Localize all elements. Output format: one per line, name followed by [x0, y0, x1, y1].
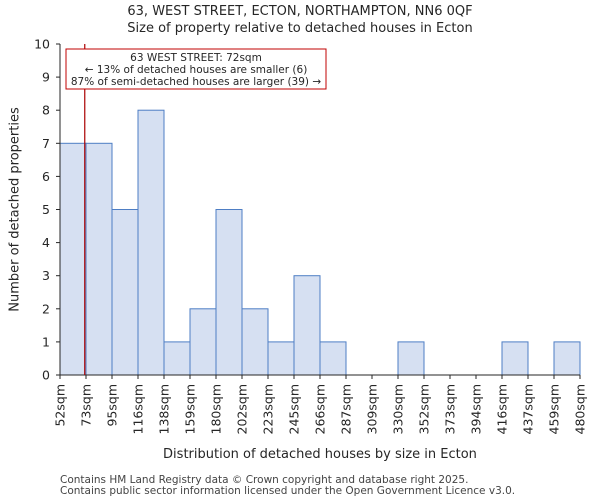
x-tick-label: 330sqm	[391, 384, 406, 434]
histogram-bar	[397, 341, 425, 376]
chart-title-subtitle: Size of property relative to detached ho…	[127, 21, 473, 36]
x-tick-label: 287sqm	[339, 384, 354, 434]
x-tick-label: 202sqm	[235, 384, 250, 434]
annotation-border	[65, 48, 327, 90]
x-tick-label: 116sqm	[131, 384, 146, 434]
x-tick-label: 309sqm	[365, 384, 380, 434]
footer-attribution-1: Contains HM Land Registry data © Crown c…	[60, 474, 469, 486]
bars-group	[59, 109, 581, 376]
x-tick-label: 95sqm	[105, 384, 120, 427]
y-tick-label: 4	[42, 235, 50, 250]
y-tick-label: 9	[42, 70, 50, 85]
x-tick-label: 159sqm	[183, 384, 198, 434]
y-tick-label: 8	[42, 103, 50, 118]
y-axis-title: Number of detached properties	[8, 107, 23, 312]
histogram-bar	[267, 341, 295, 376]
ticks-group: 0 1 2 3 4 5 6 7 8 9 10 52sqm 73sqm 95sqm 116sqm 138sqm 1…	[34, 37, 587, 435]
histogram-bar	[59, 142, 87, 376]
histogram-bar	[241, 308, 269, 376]
x-tick-label: 223sqm	[261, 384, 276, 434]
footer-attribution-2: Contains public sector information licen…	[60, 485, 516, 497]
x-axis-title: Distribution of detached houses by size …	[163, 447, 477, 462]
histogram-bar	[293, 275, 321, 376]
x-tick-label: 480sqm	[573, 384, 588, 434]
histogram-bar	[189, 308, 217, 376]
chart-title-address: 63, WEST STREET, ECTON, NORTHAMPTON, NN6…	[127, 4, 473, 19]
histogram-bar	[137, 109, 165, 376]
y-tick-label: 6	[42, 169, 50, 184]
x-tick-label: 180sqm	[209, 384, 224, 434]
annotation-box: 63 WEST STREET: 72sqm ← 13% of detached …	[65, 48, 327, 90]
x-tick-label: 373sqm	[443, 384, 458, 434]
x-tick-label: 266sqm	[313, 384, 328, 434]
histogram-bar	[319, 341, 347, 376]
y-tick-label: 0	[42, 368, 50, 383]
x-tick-label: 459sqm	[547, 384, 562, 434]
y-tick-label: 3	[42, 268, 50, 283]
y-tick-label: 5	[42, 202, 50, 217]
y-tick-label: 7	[42, 136, 50, 151]
annotation-line-3: 87% of semi-detached houses are larger (…	[71, 76, 322, 88]
histogram-bar	[215, 209, 243, 376]
histogram-bar	[163, 341, 191, 376]
histogram-bar	[553, 341, 581, 376]
y-tick-label: 2	[42, 301, 50, 316]
histogram-bar	[85, 142, 113, 376]
x-tick-label: 437sqm	[521, 384, 536, 434]
x-tick-label: 416sqm	[495, 384, 510, 434]
x-tick-label: 245sqm	[287, 384, 302, 434]
y-tick-label: 1	[42, 334, 50, 349]
x-tick-label: 52sqm	[53, 384, 68, 427]
annotation-line-1: 63 WEST STREET: 72sqm	[130, 52, 262, 64]
x-tick-label: 394sqm	[469, 384, 484, 434]
histogram-bar	[111, 209, 139, 376]
annotation-line-2: ← 13% of detached houses are smaller (6)	[85, 64, 308, 76]
x-tick-label: 73sqm	[79, 384, 94, 427]
y-tick-label: 10	[34, 37, 50, 52]
histogram-bar	[501, 341, 529, 376]
x-tick-label: 352sqm	[417, 384, 432, 434]
x-tick-label: 138sqm	[157, 384, 172, 434]
